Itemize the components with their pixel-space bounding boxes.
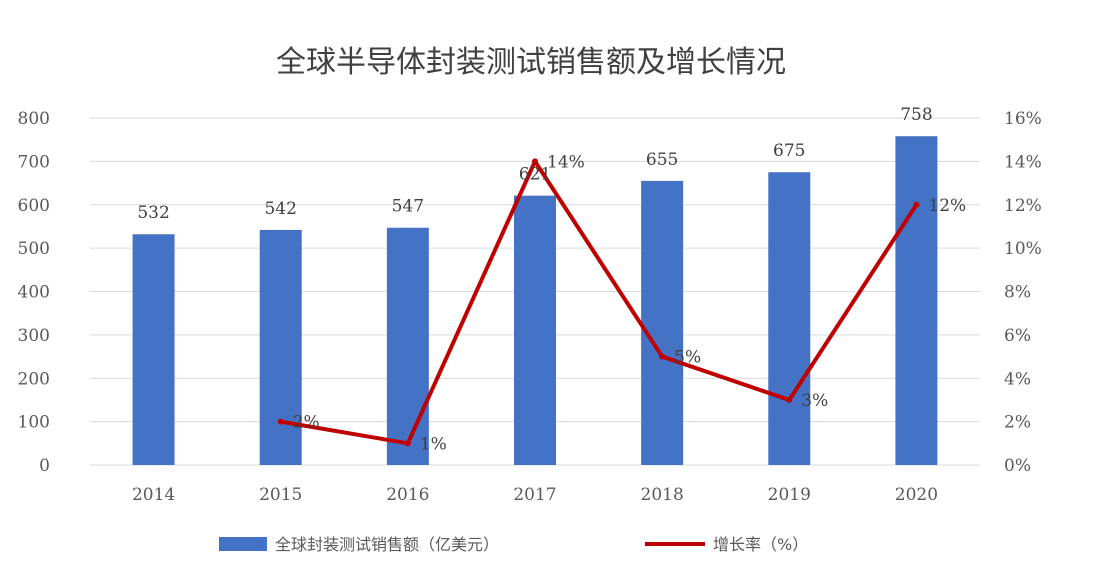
line-point bbox=[404, 440, 411, 447]
left-y-tick-label: 0 bbox=[39, 456, 50, 476]
line-point bbox=[532, 158, 538, 165]
left-y-tick-label: 600 bbox=[18, 196, 50, 216]
line-point bbox=[786, 396, 793, 403]
bar bbox=[386, 227, 429, 465]
legend-swatch-bar bbox=[219, 537, 267, 551]
right-y-tick-label: 4% bbox=[1004, 369, 1031, 389]
left-y-tick-label: 200 bbox=[18, 369, 50, 389]
x-tick-label: 2018 bbox=[641, 485, 684, 505]
legend-label-bar: 全球封装测试销售额（亿美元） bbox=[275, 535, 499, 554]
right-y-tick-label: 6% bbox=[1004, 326, 1031, 346]
x-tick-label: 2016 bbox=[386, 485, 429, 505]
bar-data-label: 542 bbox=[264, 199, 296, 219]
right-y-axis: 0% 2% 4% 6% 8% 10% 12% 14% 16% bbox=[1004, 109, 1042, 476]
bar-data-label: 547 bbox=[392, 197, 424, 217]
bar bbox=[641, 180, 684, 466]
x-tick-label: 2014 bbox=[132, 485, 175, 505]
legend-label-line: 增长率（%） bbox=[713, 535, 808, 554]
line-series bbox=[277, 158, 920, 447]
bar bbox=[768, 172, 811, 465]
bar-data-label: 758 bbox=[900, 105, 932, 125]
bar-data-label: 675 bbox=[773, 141, 805, 161]
line-point bbox=[659, 353, 666, 360]
line-data-label: 3% bbox=[801, 391, 828, 411]
x-axis: 2014 2015 2016 2017 2018 2019 2020 bbox=[132, 485, 938, 505]
left-y-tick-label: 400 bbox=[18, 283, 50, 303]
left-y-tick-label: 500 bbox=[18, 239, 50, 259]
bar-series bbox=[132, 136, 938, 466]
line-data-labels: 2% 1% 14% 5% 3% 12% bbox=[293, 152, 967, 454]
legend: 全球封装测试销售额（亿美元） 增长率（%） bbox=[219, 535, 808, 554]
line-data-label: 12% bbox=[928, 196, 966, 216]
growth-line bbox=[280, 159, 919, 446]
left-y-tick-label: 100 bbox=[18, 413, 50, 433]
left-y-tick-label: 700 bbox=[18, 152, 50, 172]
right-y-tick-label: 14% bbox=[1004, 152, 1042, 172]
left-y-axis: 0 100 200 300 400 500 600 700 800 bbox=[18, 109, 50, 476]
x-tick-label: 2017 bbox=[513, 485, 556, 505]
x-tick-label: 2015 bbox=[259, 485, 302, 505]
right-y-tick-label: 16% bbox=[1004, 109, 1042, 129]
x-tick-label: 2019 bbox=[768, 485, 811, 505]
bar bbox=[514, 195, 556, 466]
right-y-tick-label: 2% bbox=[1004, 413, 1031, 433]
right-y-tick-label: 8% bbox=[1004, 283, 1031, 303]
chart-title: 全球半导体封装测试销售额及增长情况 bbox=[276, 45, 786, 80]
bar-data-label: 621 bbox=[519, 165, 551, 185]
left-y-tick-label: 300 bbox=[18, 326, 50, 346]
bar-data-labels: 532 542 547 621 655 675 758 bbox=[137, 105, 932, 223]
line-data-label: 2% bbox=[293, 413, 320, 433]
line-point bbox=[913, 201, 920, 208]
bar-data-label: 532 bbox=[137, 203, 169, 223]
right-y-tick-label: 12% bbox=[1004, 196, 1042, 216]
left-y-tick-label: 800 bbox=[18, 109, 50, 129]
line-data-label: 1% bbox=[420, 434, 447, 454]
line-point bbox=[277, 418, 284, 425]
x-tick-label: 2020 bbox=[895, 485, 938, 505]
bar bbox=[132, 234, 175, 465]
right-y-tick-label: 0% bbox=[1004, 456, 1031, 476]
right-y-tick-label: 10% bbox=[1004, 239, 1042, 259]
bar bbox=[895, 136, 938, 465]
line-data-label: 5% bbox=[674, 348, 701, 368]
bar-data-label: 655 bbox=[646, 150, 678, 170]
line-data-label: 14% bbox=[547, 152, 585, 172]
